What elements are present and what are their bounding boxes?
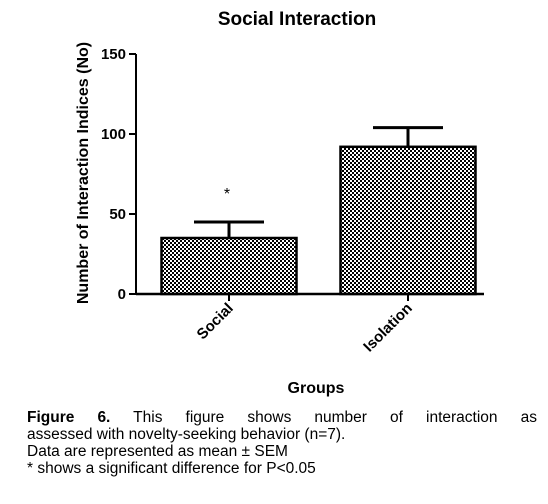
x-axis-label: Groups <box>288 380 345 397</box>
significance-marker: * <box>224 186 230 203</box>
bar-isolation <box>339 145 477 296</box>
x-tick-label-social: Social <box>194 300 237 343</box>
y-tick-label: 0 <box>118 286 126 303</box>
caption-line-2: assessed with novelty-seeking behavior (… <box>27 426 346 443</box>
x-tick-label-isolation: Isolation <box>360 300 416 356</box>
caption-label: Figure 6. <box>27 409 111 426</box>
caption-line-3: Data are represented as mean ± SEM <box>27 443 288 460</box>
x-ticks: Social Isolation <box>136 292 484 356</box>
y-ticks: 0 50 100 150 <box>101 46 136 303</box>
bar-chart: Social Interaction Number of Interaction… <box>75 9 484 397</box>
caption-line-4: * shows a significant difference for P<0… <box>27 460 316 477</box>
y-axis-label: Number of Interaction Indices (No) <box>75 42 92 304</box>
y-tick-label: 100 <box>101 126 126 143</box>
figure-caption: Figure 6. This figure shows number of in… <box>27 409 537 477</box>
caption-line-1: Figure 6. This figure shows number of in… <box>27 409 537 426</box>
y-tick-label: 50 <box>109 206 126 223</box>
bar-social <box>160 236 298 296</box>
chart-title: Social Interaction <box>218 9 376 30</box>
bars: * <box>160 126 477 296</box>
y-tick-label: 150 <box>101 46 126 63</box>
caption-text-1: This figure shows number of interaction … <box>133 409 537 426</box>
